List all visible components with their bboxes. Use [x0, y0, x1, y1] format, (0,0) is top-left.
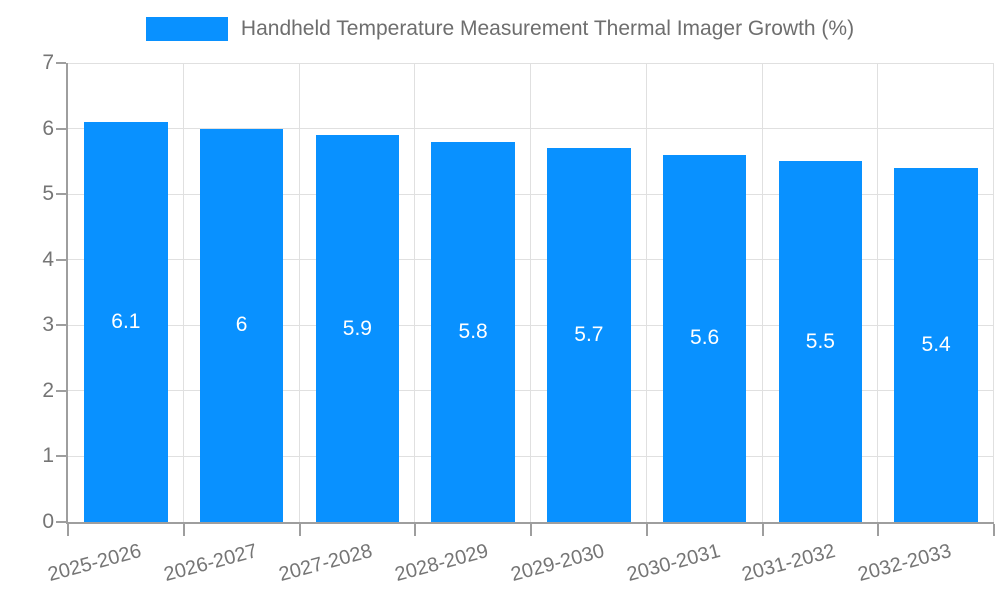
gridline-vertical — [993, 63, 994, 522]
gridline-vertical — [645, 63, 647, 522]
gridline-horizontal — [68, 128, 994, 130]
gridline-horizontal — [68, 324, 994, 326]
gridline-horizontal — [68, 193, 994, 195]
gridline-vertical — [298, 63, 300, 522]
x-axis-tick — [645, 524, 648, 536]
x-axis-tick — [993, 524, 995, 536]
x-axis-tick — [414, 524, 417, 536]
bar-value-label: 5.6 — [690, 326, 720, 350]
bar-value-label: 6.1 — [111, 310, 141, 333]
gridline-horizontal — [68, 455, 994, 457]
bar: 5.4 — [894, 167, 978, 522]
legend-label: Handheld Temperature Measurement Thermal… — [240, 17, 855, 40]
gridline-horizontal — [68, 259, 994, 261]
x-axis-tick — [877, 524, 880, 536]
y-axis-tick — [56, 127, 66, 130]
y-axis-tick — [56, 389, 66, 392]
gridline-vertical — [530, 63, 531, 522]
bar: 5.6 — [662, 154, 747, 522]
y-axis-tick — [56, 521, 66, 523]
y-axis-tick-label: 3 — [42, 313, 54, 337]
bar-value-label: 5.5 — [805, 329, 835, 353]
y-axis-tick-label: 1 — [42, 444, 54, 468]
bar-value-label: 5.8 — [458, 319, 488, 343]
x-axis-tick — [182, 524, 185, 536]
bar: 5.9 — [315, 135, 400, 522]
bar-value-label: 5.4 — [921, 332, 951, 356]
bar-value-label: 5.9 — [342, 316, 372, 340]
y-axis-tick — [56, 62, 66, 64]
bar: 6 — [199, 128, 284, 522]
legend: Handheld Temperature Measurement Thermal… — [0, 17, 1000, 41]
y-axis-tick-label: 4 — [42, 247, 54, 271]
gridline-vertical — [877, 63, 879, 522]
bar: 5.5 — [778, 161, 863, 522]
y-axis-tick-label: 6 — [42, 116, 54, 140]
y-axis-tick-label: 2 — [42, 378, 54, 402]
bar: 5.8 — [431, 141, 515, 522]
bar-value-label: 5.7 — [574, 323, 604, 347]
x-axis-tick — [67, 524, 69, 536]
y-axis-tick — [56, 324, 66, 327]
legend-swatch — [145, 17, 228, 41]
gridline-vertical — [182, 63, 184, 522]
gridline-vertical — [761, 63, 763, 522]
bar-value-label: 6 — [235, 313, 248, 337]
y-axis-tick-label: 7 — [42, 51, 54, 74]
x-axis-tick — [298, 524, 301, 536]
bar: 5.7 — [547, 148, 631, 522]
x-axis-tick — [761, 524, 764, 536]
gridline-horizontal — [68, 62, 994, 64]
bar: 6.1 — [84, 122, 168, 522]
y-axis-tick-label: 0 — [42, 510, 54, 533]
plot-area: 6.1 6 5.9 5.8 5.7 5.6 5.5 5.4 — [66, 62, 994, 524]
y-axis-tick — [56, 193, 66, 196]
y-axis-tick — [56, 455, 66, 458]
gridline-vertical — [414, 63, 416, 522]
gridline-horizontal — [68, 390, 994, 392]
y-axis-tick — [56, 258, 66, 261]
y-axis-tick-label: 5 — [42, 182, 54, 206]
x-axis-tick — [530, 524, 532, 536]
